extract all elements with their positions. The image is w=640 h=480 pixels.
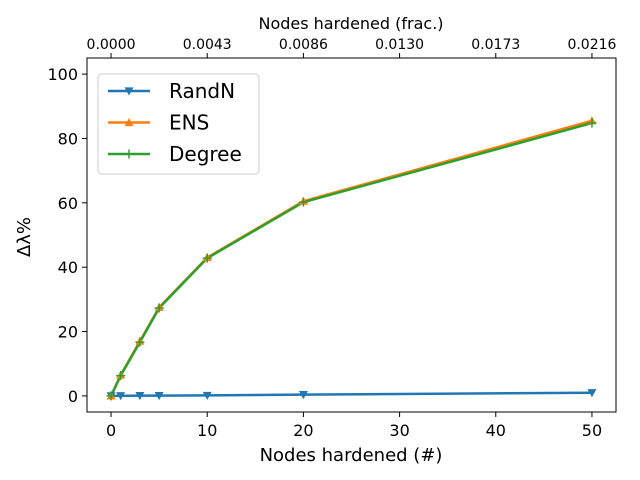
y-tick-label: 40: [58, 258, 78, 277]
y-tick-label: 20: [58, 323, 78, 342]
y-tick-label: 80: [58, 129, 78, 148]
axes: 0 10 20 30 40 50 0 20 40 60 80 100 0.0000 0.0043 0.008…: [47, 37, 616, 440]
x-axis-label: Nodes hardened (#): [260, 445, 443, 466]
legend-label-randn: RandN: [169, 79, 235, 103]
x-tick-label: 20: [293, 421, 313, 440]
legend-marker-degree: [124, 149, 134, 159]
top-x-tick-label: 0.0086: [279, 37, 328, 53]
legend-marker-randn: [124, 87, 134, 96]
data-point-degree: [154, 303, 164, 313]
top-x-tick-label: 0.0216: [567, 37, 616, 53]
top-x-axis-label: Nodes hardened (frac.): [258, 14, 443, 33]
legend-label-ens: ENS: [169, 111, 209, 135]
data-point-degree: [116, 371, 126, 381]
data-point-randn: [154, 391, 164, 401]
data-point-degree: [587, 118, 597, 128]
legend-label-degree: Degree: [169, 142, 242, 166]
x-tick-label: 10: [197, 421, 217, 440]
legend-marker-ens: [124, 118, 134, 127]
data-point-degree: [202, 253, 212, 263]
data-point-randn: [298, 391, 308, 400]
plot-area: [106, 116, 597, 401]
top-x-tick-label: 0.0043: [183, 37, 232, 53]
data-point-randn: [202, 391, 212, 400]
plot-frame: [86, 57, 617, 413]
legend-frame: [97, 73, 260, 175]
x-tick-label: 0: [106, 421, 116, 440]
data-point-degree: [298, 197, 308, 207]
y-tick-label: 60: [58, 194, 78, 213]
x-tick-label: 50: [582, 421, 602, 440]
data-point-randn: [116, 392, 126, 401]
data-point-randn: [587, 389, 597, 398]
data-point-degree: [106, 391, 116, 401]
y-tick-label: 0: [68, 387, 78, 406]
x-tick-label: 30: [389, 421, 409, 440]
data-point-degree: [135, 337, 145, 347]
top-x-tick-label: 0.0130: [375, 37, 424, 53]
x-tick-label: 40: [486, 421, 506, 440]
top-x-tick-label: 0.0000: [87, 37, 136, 53]
legend: RandN ENS Degree: [97, 73, 260, 175]
y-axis-label: Δλ%: [14, 217, 35, 257]
top-x-tick-label: 0.0173: [471, 37, 520, 53]
data-point-randn: [135, 391, 145, 401]
y-tick-label: 100: [47, 65, 78, 84]
